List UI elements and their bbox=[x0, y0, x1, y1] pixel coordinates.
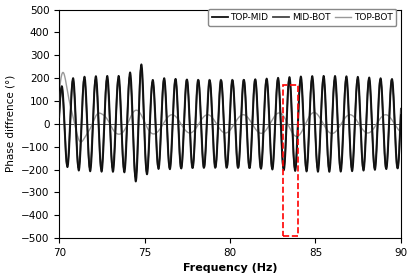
Line: TOP-BOT: TOP-BOT bbox=[59, 72, 401, 142]
TOP-BOT bbox=[355, 120, 360, 123]
TOP-BOT bbox=[188, 131, 193, 135]
TOP-MID bbox=[188, 137, 193, 141]
TOP-BOT bbox=[57, 92, 62, 95]
MID-BOT bbox=[96, 116, 101, 119]
Y-axis label: Phase diffrence (°): Phase diffrence (°) bbox=[5, 75, 16, 172]
TOP-MID bbox=[355, 75, 360, 79]
Bar bbox=[283, 85, 298, 236]
TOP-BOT bbox=[399, 131, 404, 134]
TOP-MID bbox=[392, 112, 397, 115]
MID-BOT bbox=[57, 111, 62, 114]
MID-BOT bbox=[116, 78, 121, 81]
TOP-MID bbox=[57, 116, 62, 119]
TOP-MID bbox=[203, 157, 208, 160]
TOP-BOT bbox=[96, 112, 101, 115]
TOP-BOT bbox=[203, 114, 208, 117]
TOP-BOT bbox=[78, 140, 83, 144]
MID-BOT bbox=[399, 107, 404, 110]
TOP-BOT bbox=[60, 71, 65, 74]
TOP-MID bbox=[96, 108, 101, 112]
MID-BOT bbox=[392, 118, 397, 122]
MID-BOT bbox=[139, 67, 144, 70]
Line: MID-BOT: MID-BOT bbox=[59, 69, 401, 177]
TOP-BOT bbox=[392, 122, 397, 125]
TOP-BOT bbox=[116, 133, 121, 136]
X-axis label: Frequency (Hz): Frequency (Hz) bbox=[183, 263, 277, 273]
MID-BOT bbox=[203, 152, 208, 156]
Line: TOP-MID: TOP-MID bbox=[59, 64, 401, 182]
Legend: TOP-MID, MID-BOT, TOP-BOT: TOP-MID, MID-BOT, TOP-BOT bbox=[208, 9, 396, 26]
MID-BOT bbox=[188, 143, 193, 147]
TOP-MID bbox=[133, 180, 138, 183]
TOP-MID bbox=[116, 74, 121, 78]
MID-BOT bbox=[133, 175, 138, 178]
TOP-MID bbox=[139, 63, 144, 66]
TOP-MID bbox=[399, 113, 404, 117]
MID-BOT bbox=[355, 78, 360, 81]
